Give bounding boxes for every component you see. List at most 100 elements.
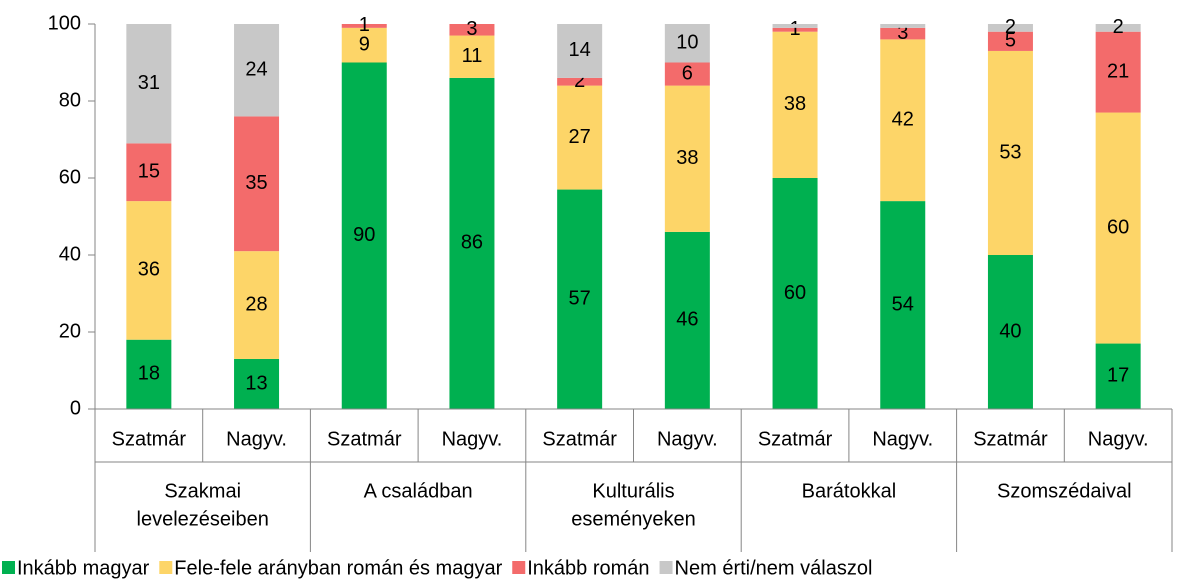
group-label: eseményeken: [571, 508, 696, 530]
data-label: 17: [1107, 365, 1129, 387]
bar-segment: [664, 85, 710, 232]
data-label: 38: [676, 147, 698, 169]
data-label: 60: [784, 282, 806, 304]
bar-segment: [1095, 112, 1141, 344]
data-label: 57: [569, 288, 591, 310]
bar-segment: [772, 27, 818, 32]
bar-segment: [880, 39, 926, 202]
bar-segment: [880, 201, 926, 409]
bar-segment: [987, 31, 1033, 51]
data-label: 10: [676, 32, 698, 54]
data-label: 5: [1005, 30, 1016, 52]
y-tick-label: 100: [48, 12, 81, 34]
group-label: Barátokkal: [802, 480, 897, 502]
y-tick-label: 20: [59, 320, 81, 342]
bar-segment: [987, 50, 1033, 256]
legend-label: Inkább román: [527, 557, 649, 579]
bar-segment: [126, 201, 172, 340]
bar-segment: [449, 35, 495, 78]
x-tick-label: Nagyv.: [442, 428, 503, 450]
data-label: 90: [353, 224, 375, 246]
data-label: 18: [138, 363, 160, 385]
data-label: 2: [1005, 16, 1016, 38]
bar-segment: [772, 31, 818, 179]
bar-segment: [987, 255, 1033, 409]
bar-segment: [234, 116, 280, 252]
data-label: 13: [245, 372, 267, 394]
bar-segment: [664, 62, 710, 86]
legend-swatch: [512, 561, 526, 574]
bar-segment: [234, 358, 280, 409]
data-label: 9: [359, 33, 370, 55]
x-tick-label: Szatmár: [758, 428, 833, 450]
bar-segment: [772, 178, 818, 409]
y-tick-label: 40: [59, 243, 81, 265]
group-label: A családban: [364, 480, 473, 502]
data-label: 42: [892, 109, 914, 131]
bar-segment: [126, 24, 172, 144]
x-tick-label: Szatmár: [112, 428, 187, 450]
data-label: 38: [784, 93, 806, 115]
x-tick-label: Nagyv.: [1088, 428, 1149, 450]
group-label: Szakmai: [164, 480, 241, 502]
bar-segment: [880, 24, 926, 28]
y-tick-label: 80: [59, 89, 81, 111]
legend-swatch: [2, 561, 15, 574]
bar-segment: [234, 251, 280, 359]
bar-segment: [1095, 343, 1141, 409]
data-label: 11: [462, 45, 483, 67]
bar-segment: [1095, 31, 1141, 113]
bar-segment: [126, 339, 172, 409]
bar-segment: [880, 27, 926, 40]
data-label: 40: [999, 320, 1021, 342]
x-tick-label: Nagyv.: [872, 428, 933, 450]
bar-segment: [341, 62, 387, 409]
bar-segment: [557, 77, 603, 86]
legend-swatch: [159, 561, 173, 574]
legend-label: Inkább magyar: [17, 557, 150, 579]
bar-segment: [449, 77, 495, 410]
bar-segment: [126, 143, 172, 202]
bar-segment: [557, 24, 603, 78]
data-label: 24: [245, 58, 267, 80]
bar-segment: [557, 189, 603, 409]
x-tick-label: Nagyv.: [657, 428, 718, 450]
data-label: 14: [569, 39, 591, 61]
legend-label: Nem érti/nem válaszol: [675, 557, 873, 579]
group-label: Szomszédaival: [997, 480, 1132, 502]
bar-segment: [341, 24, 387, 28]
bar-segment: [664, 24, 710, 63]
data-label: 53: [999, 141, 1021, 163]
y-tick-label: 60: [59, 166, 81, 188]
bar-segment: [449, 24, 495, 36]
data-label: 6: [682, 62, 693, 84]
data-label: 21: [1107, 60, 1129, 82]
data-label: 3: [897, 22, 908, 44]
data-label: 86: [461, 232, 483, 254]
x-tick-label: Szatmár: [327, 428, 402, 450]
data-label: 60: [1107, 216, 1129, 238]
data-label: 15: [138, 161, 160, 183]
bar-segment: [557, 85, 603, 190]
group-label: Kulturális: [592, 480, 674, 502]
bar-segment: [234, 24, 280, 117]
data-label: 28: [245, 293, 267, 315]
x-tick-label: Szatmár: [542, 428, 617, 450]
legend-label: Fele-fele arányban román és magyar: [174, 557, 502, 579]
data-label: 27: [569, 126, 591, 148]
group-label: levelezéseiben: [137, 508, 269, 530]
data-label: 2: [574, 70, 585, 92]
data-label: 36: [138, 259, 160, 281]
bar-segment: [772, 24, 818, 28]
data-label: 46: [676, 309, 698, 331]
bar-segment: [987, 24, 1033, 32]
x-tick-label: Szatmár: [973, 428, 1048, 450]
x-tick-label: Nagyv.: [226, 428, 287, 450]
bar-segment: [1095, 24, 1141, 32]
y-tick-label: 0: [70, 397, 81, 419]
data-label: 35: [245, 172, 267, 194]
data-label: 3: [466, 18, 477, 40]
data-label: 31: [138, 72, 160, 94]
data-label: 54: [892, 293, 914, 315]
